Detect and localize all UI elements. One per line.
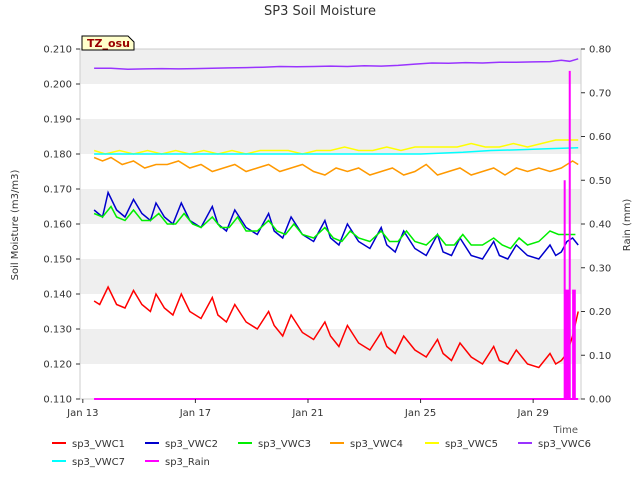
y-tick-label: 0.160 [43,220,72,231]
y-tick-label: 0.200 [43,80,72,91]
y-axis-label-right: Rain (mm) [622,199,633,252]
legend: sp3_VWC1 sp3_VWC2 sp3_VWC3 sp3_VWC4 sp3_VWC5… [52,439,591,468]
y-tick-label-right: 0.50 [589,176,611,187]
y-tick-label-right: 0.00 [589,395,611,406]
y-tick-label: 0.210 [43,45,72,56]
legend-label: sp3_Rain [165,457,210,468]
y-tick-label-right: 0.20 [589,307,611,318]
y-tick-label: 0.120 [43,360,72,371]
y-tick-label-right: 0.30 [589,263,611,274]
x-tick-label: Jan 21 [291,408,323,419]
x-axis-label: Time [553,425,578,436]
series-line-sp3_VWC4 [93,156,579,176]
series-line-sp3_VWC5 [93,139,579,155]
station-label-box: TZ_osu [81,35,135,51]
y-tick-label-right: 0.70 [589,88,611,99]
y-tick-label: 0.150 [43,255,72,266]
legend-label: sp3_VWC4 [350,439,403,450]
y-tick-label: 0.130 [43,325,72,336]
x-tick-label: Jan 17 [179,408,211,419]
x-tick-label: Jan 13 [66,408,98,419]
legend-label: sp3_VWC6 [538,439,591,450]
series-lines [93,58,579,400]
y-tick-label-right: 0.60 [589,132,611,143]
axes: Jan 13 Jan 17 Jan 21 Jan 25 Jan 29 0.110 0.120… [43,45,611,420]
series-line-sp3_Rain [94,70,579,400]
series-line-sp3_VWC2 [93,190,579,260]
series-line-sp3_VWC1 [93,285,579,369]
series-line-sp3_VWC7 [94,146,579,155]
legend-label: sp3_VWC7 [72,457,125,468]
grid-band [80,259,581,294]
chart-title: SP3 Soil Moisture [264,4,376,19]
y-tick-label: 0.170 [43,185,72,196]
legend-label: sp3_VWC2 [165,439,218,450]
grid-bands [80,49,581,399]
legend-label: sp3_VWC1 [72,439,125,450]
y-tick-label: 0.180 [43,150,72,161]
x-tick-label: Jan 29 [516,408,548,419]
grid-band [80,119,581,154]
legend-label: sp3_VWC3 [258,439,311,450]
y-tick-label: 0.110 [43,395,72,406]
y-tick-label-right: 0.40 [589,220,611,231]
y-tick-label-right: 0.10 [589,351,611,362]
y-axis-label: Soil Moisture (m3/m3) [10,170,21,281]
station-label: TZ_osu [87,37,130,50]
legend-label: sp3_VWC5 [445,439,498,450]
y-tick-label-right: 0.80 [589,45,611,56]
series-line-sp3_VWC3 [93,205,576,250]
x-tick-label: Jan 25 [404,408,436,419]
y-tick-label: 0.140 [43,290,72,301]
y-tick-label: 0.190 [43,115,72,126]
series-line-sp3_VWC6 [94,58,579,71]
